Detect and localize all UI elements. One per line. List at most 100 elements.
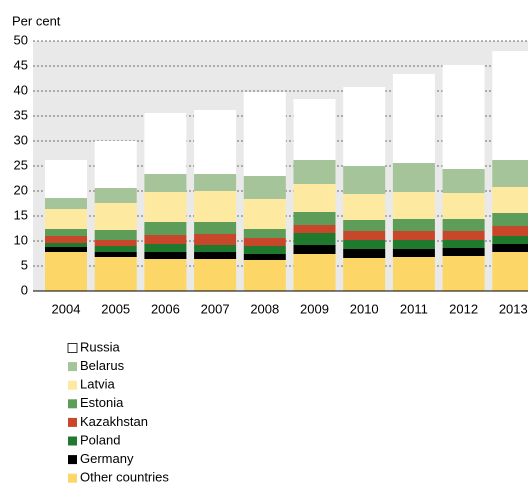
bar-segment [45, 209, 87, 229]
bar-segment [94, 246, 137, 252]
bar-segment [45, 243, 87, 247]
legend-label: Kazakhstan [80, 414, 148, 429]
y-tick-label: 40 [14, 82, 28, 97]
legend-label: Belarus [80, 358, 125, 373]
bar-segment [243, 246, 286, 254]
bar-segment [45, 236, 87, 243]
legend-label: Other countries [80, 470, 169, 485]
bar-segment [243, 254, 286, 260]
legend-swatch [68, 399, 77, 409]
bar-segment [442, 169, 485, 193]
bar-segment [492, 236, 528, 244]
bar-segment [293, 212, 336, 225]
y-tick-label: 45 [14, 57, 28, 72]
bar-segment [293, 99, 336, 160]
bar-segment [492, 160, 528, 187]
bar-segment [442, 256, 485, 291]
bar-segment [94, 141, 137, 188]
legend-label: Poland [80, 432, 120, 447]
bar-segment [392, 231, 435, 240]
x-tick-label: 2013 [499, 301, 528, 316]
bar-segment [45, 252, 87, 291]
bar-segment [194, 252, 237, 259]
bar-segment [144, 235, 187, 244]
bar-segment [194, 245, 237, 252]
y-tick-label: 5 [21, 257, 28, 272]
bar-segment [392, 219, 435, 231]
legend-swatch [68, 417, 77, 427]
x-tick-label: 2006 [151, 301, 180, 316]
x-tick-label: 2007 [201, 301, 230, 316]
bar-segment [194, 222, 237, 234]
y-tick-label: 15 [14, 207, 28, 222]
bar-segment [343, 166, 386, 194]
bar-segment [343, 258, 386, 291]
y-tick-label: 10 [14, 232, 28, 247]
bar-segment [392, 249, 435, 257]
bar-segment [243, 229, 286, 238]
bar-segment [45, 160, 87, 198]
y-tick-label: 20 [14, 182, 28, 197]
y-tick-label: 25 [14, 157, 28, 172]
bar-segment [94, 203, 137, 230]
bar-segment [243, 260, 286, 291]
legend-swatch [68, 380, 77, 390]
bar-segment [442, 248, 485, 256]
bar-segment [144, 222, 187, 235]
bar-segment [492, 187, 528, 213]
bar-segment [392, 163, 435, 192]
bar-segment [194, 174, 237, 191]
bar-segment [94, 252, 137, 257]
bar-segment [293, 254, 336, 291]
bar-segment [94, 230, 137, 240]
x-tick-label: 2005 [101, 301, 130, 316]
legend-label: Latvia [80, 377, 115, 392]
bar-segment [194, 191, 237, 222]
y-tick-label: 50 [14, 32, 28, 47]
bar-segment [392, 74, 435, 163]
bar-segment [492, 213, 528, 226]
legend-swatch [68, 455, 77, 465]
bar-segment [293, 245, 336, 254]
bar-segment [442, 240, 485, 248]
legend-swatch [68, 362, 77, 372]
bar-segment [492, 252, 528, 291]
bar-segment [343, 87, 386, 166]
bar-segment [45, 229, 87, 236]
bar-segment [392, 240, 435, 249]
bar-segment [293, 225, 336, 233]
legend-swatch [67, 343, 78, 353]
legend-swatch [68, 473, 77, 483]
bar-segment [442, 65, 485, 169]
x-tick-label: 2010 [350, 301, 379, 316]
bar-segment [45, 198, 87, 209]
x-tick-label: 2008 [250, 301, 279, 316]
bar-segment [144, 174, 187, 192]
bar-segment [492, 226, 528, 236]
bar-segment [442, 231, 485, 240]
bar-segment [94, 240, 137, 246]
bar-segment [243, 176, 286, 199]
bar-segment [392, 257, 435, 291]
bar-segment [392, 192, 435, 219]
bar-segment [343, 240, 386, 249]
bar-segment [94, 188, 137, 203]
x-tick-label: 2009 [300, 301, 329, 316]
bar-segment [144, 259, 187, 291]
bar-segment [144, 113, 187, 174]
x-tick-label: 2012 [449, 301, 478, 316]
bar-segment [293, 233, 336, 245]
legend-swatch [68, 436, 77, 446]
legend-label: Russia [80, 339, 121, 354]
bar-segment [293, 184, 336, 212]
y-axis-label: Per cent [12, 13, 61, 28]
bar-segment [442, 193, 485, 219]
x-tick-label: 2011 [400, 301, 428, 316]
bar-segment [293, 160, 336, 184]
bar-segment [194, 259, 237, 291]
bar-segment [492, 51, 528, 160]
bar-segment [343, 231, 386, 240]
x-tick-label: 2004 [52, 301, 81, 316]
y-tick-label: 35 [14, 107, 28, 122]
